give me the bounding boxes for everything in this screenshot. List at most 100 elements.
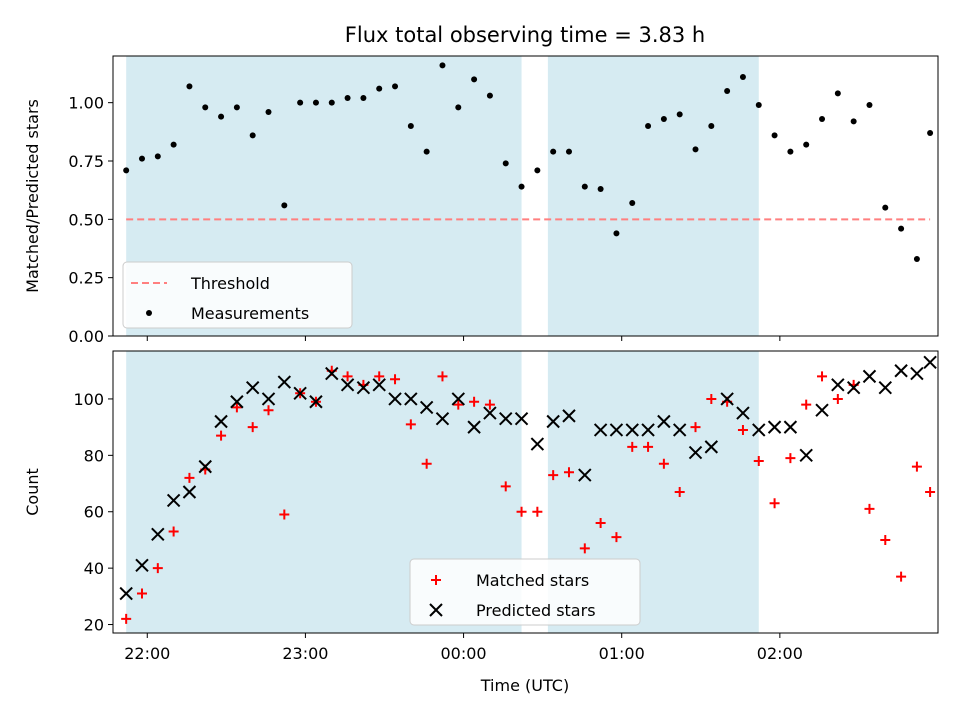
legend-label: Measurements bbox=[191, 304, 309, 323]
y-tick-label: 40 bbox=[84, 559, 104, 578]
measurement-point bbox=[613, 230, 620, 237]
measurement-point bbox=[819, 116, 826, 122]
matched-star-point bbox=[516, 506, 527, 517]
matched-star-point bbox=[136, 588, 147, 599]
predicted-star-point bbox=[499, 411, 513, 426]
measurement-point bbox=[123, 167, 130, 174]
x-tick-label: 00:00 bbox=[441, 644, 487, 663]
measurement-point bbox=[739, 74, 746, 80]
measurement-point bbox=[138, 155, 145, 162]
matched-star-point bbox=[500, 481, 511, 492]
predicted-star-point bbox=[340, 378, 355, 392]
measurement-point bbox=[803, 141, 810, 148]
predicted-star-point bbox=[736, 406, 750, 420]
matched-star-point bbox=[263, 405, 274, 416]
predicted-star-point bbox=[388, 392, 402, 406]
matched-star-point bbox=[627, 441, 638, 452]
measurement-point bbox=[233, 104, 240, 111]
measurement-point bbox=[186, 83, 193, 90]
matched-star-point bbox=[532, 506, 543, 517]
measurement-point bbox=[202, 104, 209, 111]
measurement-point bbox=[534, 167, 541, 174]
matched-star-point bbox=[152, 563, 163, 574]
y-axis-label: Matched/Predicted stars bbox=[23, 99, 42, 293]
predicted-star-point bbox=[578, 468, 592, 482]
measurement-point bbox=[913, 256, 920, 262]
predicted-star-point bbox=[245, 380, 260, 395]
x-tick-label: 01:00 bbox=[599, 644, 645, 663]
legend-label: Threshold bbox=[190, 274, 270, 293]
legend-label: Matched stars bbox=[476, 571, 589, 590]
predicted-star-point bbox=[815, 403, 829, 417]
matched-star-point bbox=[421, 458, 432, 469]
measurement-point bbox=[360, 95, 367, 101]
measurement-point bbox=[423, 148, 430, 155]
legend-predicted-swatch bbox=[429, 603, 443, 617]
matched-star-point bbox=[168, 526, 179, 537]
predicted-star-point bbox=[404, 392, 418, 406]
x-axis-label: Time (UTC) bbox=[480, 676, 569, 695]
y-tick-label: 0.25 bbox=[68, 269, 104, 288]
legend-box bbox=[122, 261, 353, 329]
y-tick-label: 80 bbox=[84, 446, 104, 465]
predicted-star-point bbox=[783, 420, 798, 434]
measurement-point bbox=[249, 132, 256, 139]
predicted-star-point bbox=[799, 448, 813, 463]
predicted-star-point bbox=[214, 414, 228, 429]
predicted-star-point bbox=[641, 423, 655, 437]
predicted-star-point bbox=[151, 527, 165, 542]
matched-star-point bbox=[896, 571, 907, 582]
measurement-point bbox=[898, 225, 905, 232]
measurement-point bbox=[866, 102, 873, 108]
matched-star-point bbox=[231, 402, 242, 413]
predicted-star-point bbox=[831, 378, 845, 392]
matched-star-point bbox=[817, 371, 828, 382]
matched-star-point bbox=[342, 371, 353, 382]
matched-star-point bbox=[548, 470, 559, 481]
matched-star-point bbox=[611, 532, 622, 543]
predicted-star-point bbox=[309, 395, 323, 409]
measurement-point bbox=[927, 130, 934, 136]
legend-measurement-swatch bbox=[146, 310, 152, 316]
predicted-star-point bbox=[356, 380, 371, 395]
predicted-star-point bbox=[119, 586, 133, 601]
measurement-point bbox=[297, 99, 304, 106]
predicted-star-point bbox=[720, 392, 734, 406]
measurement-point bbox=[502, 160, 509, 167]
measurement-point bbox=[376, 85, 383, 92]
measurement-point bbox=[265, 109, 272, 115]
measurement-point bbox=[645, 123, 652, 129]
measurement-point bbox=[660, 116, 667, 122]
y-tick-label: 60 bbox=[84, 503, 104, 522]
predicted-star-point bbox=[672, 423, 687, 437]
matched-star-point bbox=[595, 518, 606, 529]
matched-star-point bbox=[658, 458, 669, 469]
predicted-star-point bbox=[846, 380, 861, 395]
x-tick-label: 22:00 bbox=[124, 644, 170, 663]
measurement-point bbox=[581, 183, 588, 190]
matched-star-point bbox=[832, 393, 843, 404]
matched-star-point bbox=[279, 509, 290, 520]
matched-star-point bbox=[769, 498, 780, 509]
panel-counts: 20 40 60 80 100 22:00 23:00 00:00 01:00 02:00 Coun… bbox=[23, 350, 939, 663]
predicted-star-point bbox=[767, 420, 782, 434]
measurement-point bbox=[676, 111, 683, 118]
predicted-star-point bbox=[483, 406, 497, 420]
measurement-point bbox=[755, 102, 762, 108]
predicted-star-point bbox=[467, 420, 481, 434]
matched-star-point bbox=[911, 461, 922, 472]
measurement-point bbox=[439, 62, 446, 69]
predicted-star-point bbox=[862, 369, 877, 384]
chart-title: Flux total observing time = 3.83 h bbox=[345, 23, 705, 47]
predicted-star-point bbox=[593, 423, 608, 437]
measurement-point bbox=[597, 186, 604, 192]
measurement-point bbox=[771, 132, 778, 139]
measurement-point bbox=[471, 76, 478, 83]
axes-frame bbox=[112, 350, 939, 634]
measurement-point bbox=[629, 200, 636, 206]
y-tick-label: 20 bbox=[84, 616, 104, 635]
matched-star-point bbox=[753, 455, 764, 466]
matched-star-point bbox=[247, 422, 258, 433]
predicted-star-point bbox=[878, 380, 892, 395]
